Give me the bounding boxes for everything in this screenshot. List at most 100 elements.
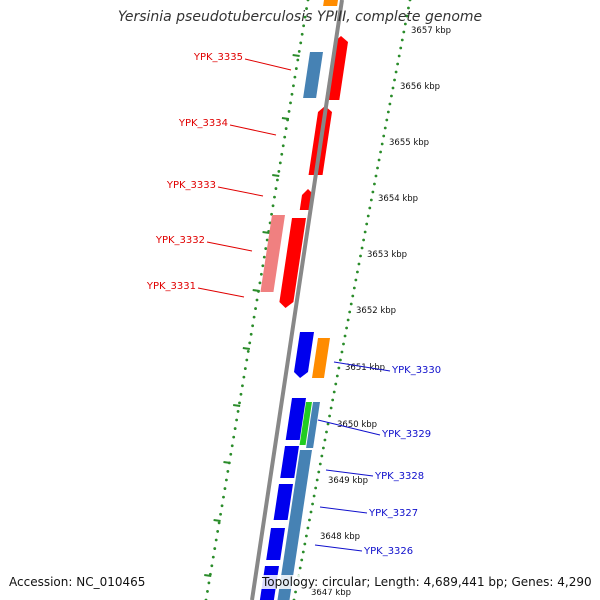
gene-label-ypk-3333: YPK_3333	[166, 180, 216, 191]
gc-dash	[204, 574, 212, 577]
gc-dot	[243, 367, 247, 370]
gc-dot	[383, 126, 387, 130]
gene-feature-blue	[266, 528, 285, 560]
gene-label-leader	[333, 361, 391, 372]
gc-dot	[258, 281, 262, 285]
gc-dash	[242, 347, 250, 350]
gc-dot	[280, 152, 284, 156]
gc-dot	[252, 315, 256, 319]
scale-label: 3657 kbp	[411, 26, 451, 36]
gc-dot	[380, 142, 384, 146]
gene-label-ypk-3326: YPK_3326	[363, 546, 413, 557]
gc-dot	[273, 195, 276, 199]
gc-dot	[271, 204, 275, 208]
gc-dot	[233, 427, 237, 430]
gene-label-ypk-3329: YPK_3329	[381, 429, 431, 440]
gc-dot	[249, 332, 253, 336]
gc-dot	[348, 310, 352, 314]
gc-dot	[356, 270, 359, 274]
gc-dot	[302, 24, 306, 28]
gc-dot	[287, 110, 291, 113]
gc-dash	[262, 231, 270, 234]
gc-dot	[363, 230, 367, 234]
gc-dot	[343, 334, 347, 338]
gc-dot	[297, 50, 301, 53]
gc-dot	[400, 38, 404, 42]
gc-dot	[309, 510, 313, 514]
gene-feature-steelblue	[306, 402, 320, 448]
gc-dot	[369, 198, 373, 202]
scale-label: 3653 kbp	[367, 250, 407, 260]
gc-dot	[248, 341, 252, 345]
gc-dot	[397, 54, 401, 58]
gc-dot	[281, 144, 285, 148]
gc-dot	[332, 390, 336, 394]
gc-dot	[220, 504, 224, 508]
gc-dot	[235, 418, 239, 422]
gc-dash	[281, 117, 290, 120]
gc-dot	[357, 262, 361, 266]
gene-label-leader	[197, 287, 245, 298]
gc-dot	[239, 392, 243, 396]
gene-label-leader	[206, 241, 253, 252]
gc-dot	[326, 422, 330, 426]
gene-feature-blue	[273, 484, 293, 520]
gene-feature-steelblue	[303, 52, 323, 98]
gc-dot	[284, 127, 288, 130]
gc-dot	[407, 6, 410, 10]
gc-dash	[223, 461, 231, 464]
gene-feature-blue	[280, 446, 299, 478]
gc-dot	[217, 521, 221, 525]
gene-label-ypk-3327: YPK_3327	[368, 508, 418, 519]
gc-dot	[331, 398, 335, 402]
gc-dot	[306, 0, 310, 2]
accession-label: Accession: NC_010465	[9, 575, 146, 589]
gene-label-ypk-3330: YPK_3330	[391, 365, 441, 376]
gc-dot	[403, 22, 407, 26]
gc-dot	[210, 564, 214, 568]
gene-label-ypk-3332: YPK_3332	[155, 235, 205, 246]
map-title: Yersinia pseudotuberculosis YPIII, compl…	[117, 9, 483, 25]
gc-dot	[206, 590, 209, 593]
gc-dot	[301, 550, 305, 554]
gc-dash	[213, 519, 221, 522]
scale-label: 3655 kbp	[389, 138, 429, 148]
genome-backbone	[250, 0, 344, 600]
gc-dot	[274, 187, 278, 190]
gene-feature-blue	[285, 398, 306, 440]
gc-dot	[246, 350, 250, 353]
scale-label: 3647 kbp	[311, 588, 351, 598]
gene-label-leader	[229, 124, 277, 136]
gc-dot	[371, 190, 375, 194]
gc-dot	[306, 526, 310, 530]
gene-feature-blue	[294, 332, 314, 378]
kbp-scale: 3657 kbp 3656 kbp 3655 kbp 3654 kbp 3653 kbp…	[311, 26, 451, 598]
gc-dot	[276, 178, 279, 182]
gc-dot	[323, 438, 327, 442]
gc-dot	[242, 375, 246, 379]
gc-dot	[261, 264, 265, 268]
gc-dot	[229, 452, 233, 456]
gene-feature-ypk-3331	[279, 218, 306, 308]
gc-dot	[238, 401, 241, 405]
gc-dot	[374, 174, 378, 178]
gc-dot	[346, 318, 350, 322]
gene-features-track	[259, 0, 348, 600]
gc-dash	[252, 289, 260, 292]
gc-dot	[270, 212, 273, 216]
scale-label: 3654 kbp	[378, 194, 418, 204]
genome-summary: Topology: circular; Length: 4,689,441 bp…	[260, 575, 594, 589]
gc-dot	[320, 454, 324, 458]
gene-feature-orange	[323, 0, 338, 6]
gc-dot	[362, 238, 365, 242]
gc-dot	[321, 446, 325, 450]
gc-dot	[303, 15, 307, 19]
gc-dot	[232, 435, 236, 439]
gc-dot	[219, 512, 222, 516]
gc-dot	[311, 502, 314, 506]
gc-dot	[377, 158, 381, 162]
gc-dot	[225, 478, 228, 482]
gc-dot	[214, 538, 218, 542]
gc-dot	[298, 566, 302, 570]
